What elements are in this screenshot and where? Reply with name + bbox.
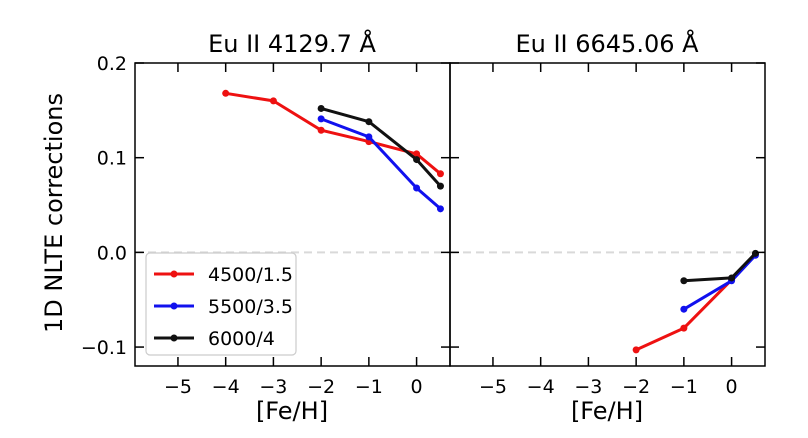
data-point	[751, 249, 759, 257]
data-point	[365, 118, 373, 126]
data-point	[413, 184, 421, 192]
data-point	[365, 133, 373, 141]
data-point	[317, 126, 325, 134]
legend-marker	[170, 334, 178, 342]
data-point	[413, 150, 421, 158]
x-tick-label: −1	[355, 376, 383, 398]
x-axis-label: [Fe/H]	[256, 397, 328, 425]
series-group	[632, 249, 759, 354]
y-tick-label: 0.2	[97, 53, 127, 75]
data-point	[413, 156, 421, 164]
x-tick-label: −1	[670, 376, 698, 398]
data-point	[317, 115, 325, 123]
data-point	[436, 170, 444, 178]
x-tick-label: −5	[164, 376, 192, 398]
data-point	[269, 97, 277, 105]
y-tick-label: 0.1	[97, 148, 127, 170]
series-group	[222, 89, 444, 213]
panel-title: Eu II 4129.7 Å	[208, 29, 376, 58]
x-tick-label: 0	[411, 376, 423, 398]
x-tick-label: −2	[307, 376, 335, 398]
legend-item: 5500/3.5	[154, 296, 293, 318]
x-tick-label: −4	[527, 376, 555, 398]
x-tick-label: 0	[726, 376, 738, 398]
data-point	[436, 182, 444, 190]
legend-marker	[170, 270, 178, 278]
data-point	[680, 277, 688, 285]
legend-label: 4500/1.5	[208, 264, 293, 286]
data-point	[680, 324, 688, 332]
legend-marker	[170, 302, 178, 310]
x-tick-label: −3	[259, 376, 287, 398]
axes-frame	[449, 62, 766, 367]
legend-label: 6000/4	[208, 328, 275, 350]
data-point	[436, 205, 444, 213]
legend-item: 4500/1.5	[154, 264, 293, 286]
series-line	[320, 106, 442, 188]
data-point	[680, 305, 688, 313]
data-point	[222, 89, 230, 97]
data-point	[317, 104, 325, 112]
y-tick-label: 0.0	[97, 242, 127, 264]
data-point	[728, 274, 736, 282]
x-tick-label: −5	[479, 376, 507, 398]
x-axis-label: [Fe/H]	[571, 397, 643, 425]
chart-panel-eu-6645: Eu II 6645.06 Å [Fe/H] −5 −4 −3 −2 −1 0	[449, 29, 766, 425]
y-tick-label: −0.1	[81, 337, 127, 359]
y-axis-label: 1D NLTE corrections	[40, 93, 68, 333]
legend-item: 6000/4	[154, 328, 275, 350]
series-line	[320, 117, 442, 210]
legend: 4500/1.5 5500/3.5 6000/4	[145, 252, 297, 356]
data-point	[632, 346, 640, 354]
panel-title: Eu II 6645.06 Å	[515, 29, 699, 58]
legend-label: 5500/3.5	[208, 296, 293, 318]
x-tick-label: −2	[622, 376, 650, 398]
series-line	[225, 91, 442, 175]
x-tick-label: −3	[574, 376, 602, 398]
chart-panel-eu-4129: Eu II 4129.7 Å [Fe/H] −5 −4 −3 −2 −1 0 −0.1 0.0…	[81, 29, 451, 425]
x-tick-label: −4	[212, 376, 240, 398]
legend-box	[145, 252, 297, 356]
